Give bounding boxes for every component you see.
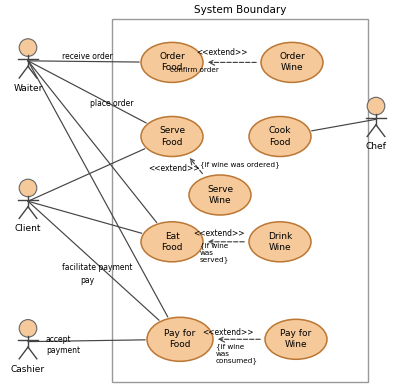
Text: Serve
Food: Serve Food bbox=[159, 126, 185, 147]
Ellipse shape bbox=[19, 319, 37, 337]
Text: Pay for
Food: Pay for Food bbox=[164, 329, 196, 349]
Text: <<extend>>: <<extend>> bbox=[196, 48, 248, 57]
Ellipse shape bbox=[249, 222, 311, 262]
Text: Serve
Wine: Serve Wine bbox=[207, 185, 233, 205]
Ellipse shape bbox=[261, 43, 323, 82]
Text: Drink
Wine: Drink Wine bbox=[268, 232, 292, 252]
Text: Cook
Food: Cook Food bbox=[269, 126, 291, 147]
Ellipse shape bbox=[189, 175, 251, 215]
Ellipse shape bbox=[141, 43, 203, 82]
Bar bbox=[112, 20, 368, 382]
Text: Order
Wine: Order Wine bbox=[279, 52, 305, 73]
Text: Eat
Food: Eat Food bbox=[161, 232, 183, 252]
Text: receive order: receive order bbox=[62, 52, 113, 61]
Ellipse shape bbox=[141, 117, 203, 156]
Text: place order: place order bbox=[90, 99, 134, 108]
Text: {if wine
was
served}: {if wine was served} bbox=[200, 242, 229, 264]
Text: {if wine was ordered}: {if wine was ordered} bbox=[200, 161, 280, 168]
Text: Cashier: Cashier bbox=[11, 365, 45, 374]
Ellipse shape bbox=[141, 222, 203, 262]
Ellipse shape bbox=[19, 179, 37, 197]
Text: accept
payment: accept payment bbox=[46, 335, 80, 355]
Text: {if wine
was
consumed}: {if wine was consumed} bbox=[216, 343, 258, 365]
Text: Waiter: Waiter bbox=[13, 84, 43, 93]
Text: <<extend>>: <<extend>> bbox=[202, 328, 254, 337]
Text: <<extend>>: <<extend>> bbox=[148, 164, 200, 173]
Text: <<extend>>: <<extend>> bbox=[194, 229, 245, 239]
Ellipse shape bbox=[19, 39, 37, 57]
Text: System Boundary: System Boundary bbox=[194, 5, 286, 15]
Text: Client: Client bbox=[15, 224, 41, 233]
Text: pay: pay bbox=[80, 276, 94, 285]
Ellipse shape bbox=[249, 117, 311, 156]
Text: Chef: Chef bbox=[366, 142, 386, 151]
Ellipse shape bbox=[147, 317, 213, 361]
Text: Order
Food: Order Food bbox=[159, 52, 185, 73]
Text: confirm order: confirm order bbox=[170, 67, 219, 73]
Text: Pay for
Wine: Pay for Wine bbox=[280, 329, 312, 349]
Text: facilitate payment: facilitate payment bbox=[62, 262, 132, 272]
Ellipse shape bbox=[265, 319, 327, 359]
Ellipse shape bbox=[367, 97, 385, 115]
